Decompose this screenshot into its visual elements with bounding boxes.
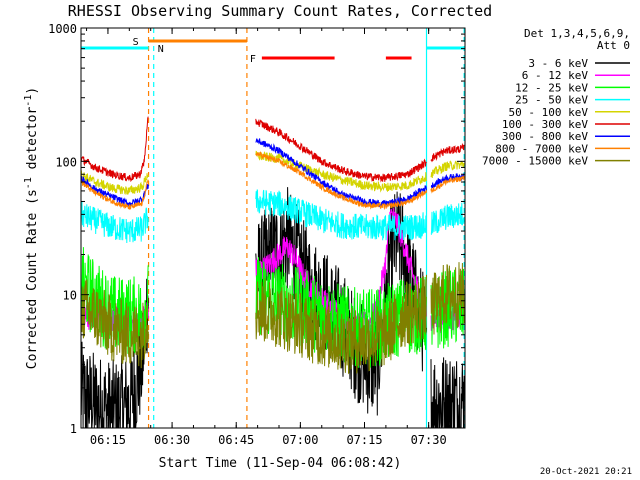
legend-label-12-25-kev: 12 - 25 keV bbox=[515, 81, 588, 94]
y-tick-label: 1000 bbox=[48, 22, 77, 36]
x-tick-label: 06:45 bbox=[218, 433, 254, 447]
legend-header-line: Att 0 bbox=[597, 39, 630, 52]
series-7000-15000-kev-line bbox=[81, 279, 149, 369]
series-3-6-kev-line bbox=[81, 278, 149, 428]
series-800-7000-kev-line bbox=[81, 179, 149, 210]
footer-timestamp: 20-Oct-2021 20:21 bbox=[540, 467, 632, 477]
series-3-6-kev-line bbox=[430, 357, 465, 428]
series-7000-15000-kev-line bbox=[255, 274, 427, 375]
legend-label-3-6-kev: 3 - 6 keV bbox=[528, 57, 588, 70]
observing-flags: S N F bbox=[81, 37, 465, 65]
series-50-100-kev-line bbox=[81, 170, 149, 195]
y-tick-label: 100 bbox=[55, 155, 77, 169]
x-tick-label: 06:30 bbox=[154, 433, 190, 447]
series-25-50-kev-line bbox=[81, 201, 149, 244]
series-800-7000-kev-line bbox=[255, 150, 427, 211]
legend-label-6-12-kev: 6 - 12 keV bbox=[522, 69, 589, 82]
series-25-50-kev-line bbox=[255, 189, 427, 241]
legend-label-100-300-kev: 100 - 300 keV bbox=[502, 118, 588, 131]
axes: 06:15 06:30 06:45 07:00 07:15 07:30 1 10 100 1000 bbox=[48, 22, 465, 447]
flag-f-label: F bbox=[250, 54, 256, 65]
y-axis-label: Corrected Count Rate (s-1 detector-1) bbox=[23, 87, 40, 369]
series-100-300-kev-line bbox=[81, 116, 149, 183]
y-tick-label: 10 bbox=[63, 289, 77, 303]
plot-frame bbox=[80, 27, 466, 429]
x-tick-label: 07:30 bbox=[411, 433, 447, 447]
x-tick-label: 06:15 bbox=[90, 433, 126, 447]
series-300-800-kev-line bbox=[430, 173, 465, 189]
legend-label-7000-15000-kev: 7000 - 15000 keV bbox=[482, 155, 588, 168]
legend-header-line: Det 1,3,4,5,6,9, bbox=[524, 27, 630, 40]
series-100-300-kev-line bbox=[255, 118, 427, 183]
series-50-100-kev-line bbox=[430, 160, 465, 179]
series-50-100-kev-line bbox=[255, 150, 427, 193]
legend-label-50-100-kev: 50 - 100 keV bbox=[509, 106, 589, 119]
y-tick-label: 1 bbox=[70, 422, 77, 436]
series-25-50-kev-line bbox=[430, 202, 465, 235]
legend-label-300-800-kev: 300 - 800 keV bbox=[502, 130, 588, 143]
legend-label-800-7000-kev: 800 - 7000 keV bbox=[495, 142, 588, 155]
series-layer bbox=[81, 116, 465, 428]
series-7000-15000-kev-line bbox=[430, 262, 465, 335]
series-800-7000-kev-line bbox=[430, 175, 465, 194]
chart-title: RHESSI Observing Summary Count Rates, Co… bbox=[68, 2, 492, 20]
flag-n-label: N bbox=[158, 44, 164, 55]
legend-label-25-50-kev: 25 - 50 keV bbox=[515, 94, 588, 107]
x-tick-label: 07:00 bbox=[282, 433, 318, 447]
x-axis-label: Start Time (11-Sep-04 06:08:42) bbox=[159, 456, 402, 471]
series-100-300-kev-line bbox=[430, 142, 465, 163]
flag-s-label: S bbox=[133, 37, 139, 48]
x-tick-label: 07:15 bbox=[346, 433, 382, 447]
